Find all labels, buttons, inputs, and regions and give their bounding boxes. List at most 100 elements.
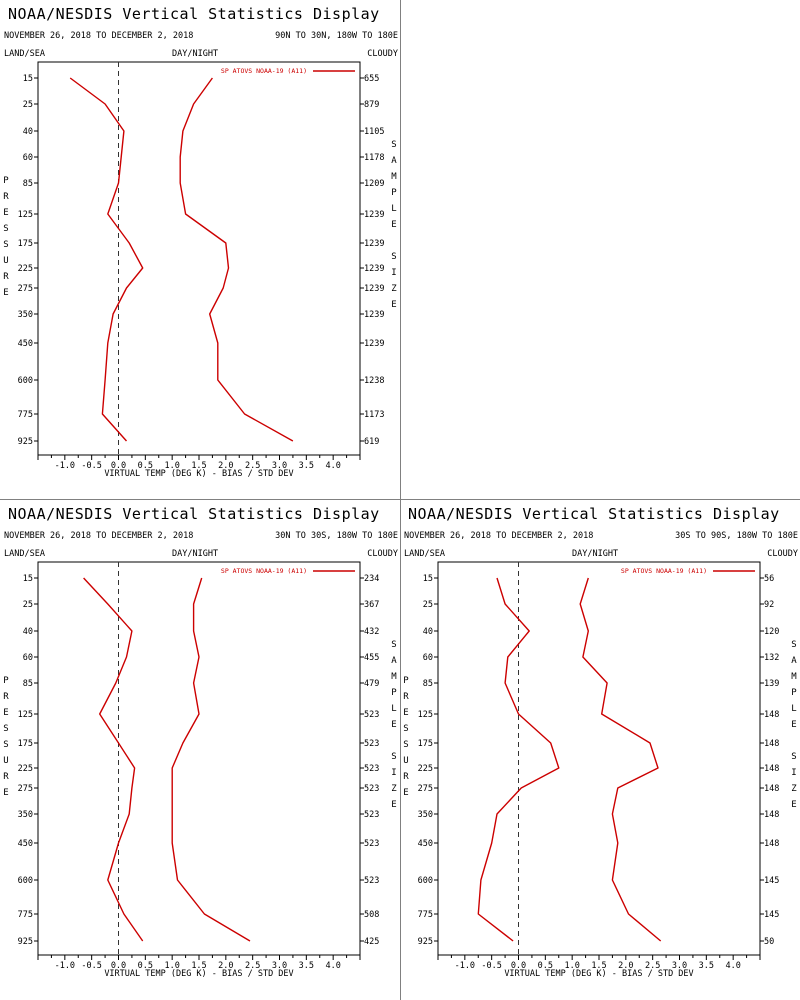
legend-label: SP ATOVS NOAA-19 (A11) (221, 567, 307, 575)
chart-title: NOAA/NESDIS Vertical Statistics Display (8, 505, 380, 523)
land-sea-label: LAND/SEA (4, 49, 45, 59)
x-tick-label: 2.5 (245, 461, 260, 471)
chart-title: NOAA/NESDIS Vertical Statistics Display (8, 5, 380, 23)
x-tick-label: 0.5 (138, 961, 153, 971)
x-tick-label: 4.0 (325, 961, 340, 971)
chart-plot: -1.0 -0.5 0.0 0.5 1.0 1.5 2.0 2.5 3.0 3.5 4.0 VIRTU… (418, 561, 779, 979)
x-tick-label: -0.5 (81, 961, 101, 971)
land-sea-label: LAND/SEA (4, 549, 45, 559)
sample-size-label: 1238 (364, 376, 384, 386)
pressure-level-label: 925 (18, 437, 33, 447)
sample-size-label: 455 (364, 653, 379, 663)
pressure-level-label: 225 (18, 764, 33, 774)
region-label: 90N TO 30N, 180W TO 180E (275, 31, 398, 41)
x-tick-label: -1.0 (55, 461, 75, 471)
sample-size-label: 1105 (364, 127, 384, 137)
sample-size-label: 148 (764, 764, 779, 774)
pressure-level-label: 125 (18, 210, 33, 220)
pressure-level-label: 125 (18, 710, 33, 720)
sample-size-label: 148 (764, 839, 779, 849)
sample-size-label: 508 (364, 910, 379, 920)
pressure-level-label: 175 (18, 739, 33, 749)
pressure-level-label: 15 (423, 574, 433, 584)
bias-series-line (477, 577, 560, 942)
sample-size-label: 132 (764, 653, 779, 663)
cloudy-label: CLOUDY (367, 549, 398, 559)
x-tick-label: 3.0 (272, 961, 287, 971)
legend-label: SP ATOVS NOAA-19 (A11) (221, 67, 307, 75)
pressure-level-label: 450 (418, 839, 433, 849)
pressure-level-label: 925 (418, 937, 433, 947)
date-range: NOVEMBER 26, 2018 TO DECEMBER 2, 2018 (404, 531, 594, 541)
sample-size-label: 432 (364, 627, 379, 637)
sample-size-label: 148 (764, 710, 779, 720)
sample-size-label: 148 (764, 739, 779, 749)
panel-divider-vertical (400, 0, 401, 1000)
sample-size-label: 1239 (364, 339, 384, 349)
bias-series-line (69, 77, 144, 442)
sample-size-label: 120 (764, 627, 779, 637)
x-tick-label: 0.0 (511, 961, 526, 971)
x-tick-label: 2.5 (245, 961, 260, 971)
sample-size-label: 523 (364, 710, 379, 720)
x-tick-label: 2.0 (218, 961, 233, 971)
pressure-level-label: 775 (18, 910, 33, 920)
pressure-level-label: 775 (18, 410, 33, 420)
x-tick-label: -1.0 (455, 961, 475, 971)
sample-size-label: 56 (764, 574, 774, 584)
sample-size-label: 655 (364, 74, 379, 84)
sample-size-label: 1239 (364, 310, 384, 320)
sample-size-label: 148 (764, 784, 779, 794)
date-range: NOVEMBER 26, 2018 TO DECEMBER 2, 2018 (4, 531, 194, 541)
x-tick-label: 3.0 (672, 961, 687, 971)
chart-title: NOAA/NESDIS Vertical Statistics Display (408, 505, 780, 523)
pressure-level-label: 175 (418, 739, 433, 749)
sample-size-label: 879 (364, 100, 379, 110)
pressure-level-label: 225 (418, 764, 433, 774)
sample-size-label: 234 (364, 574, 379, 584)
x-tick-label: -0.5 (81, 461, 101, 471)
std-dev-series-line (179, 77, 294, 442)
chart-plot: -1.0 -0.5 0.0 0.5 1.0 1.5 2.0 2.5 3.0 3.5 4.0 VIRTU… (18, 561, 379, 979)
chart-panel-tropics: NOAA/NESDIS Vertical Statistics Display … (0, 500, 400, 1000)
sample-size-label: 1209 (364, 179, 384, 189)
day-night-label: DAY/NIGHT (572, 549, 619, 559)
sample-size-label: 1239 (364, 264, 384, 274)
x-tick-label: 1.5 (591, 961, 606, 971)
cloudy-label: CLOUDY (367, 49, 398, 59)
x-axis-label: VIRTUAL TEMP (DEG K) - BIAS / STD DEV (104, 469, 293, 479)
sample-size-label: 523 (364, 810, 379, 820)
pressure-level-label: 85 (23, 179, 33, 189)
x-tick-label: 0.0 (111, 461, 126, 471)
pressure-level-label: 925 (18, 937, 33, 947)
pressure-level-label: 275 (18, 784, 33, 794)
pressure-level-label: 60 (23, 153, 33, 163)
pressure-level-label: 125 (418, 710, 433, 720)
sample-size-label: 1239 (364, 284, 384, 294)
pressure-level-label: 60 (423, 653, 433, 663)
pressure-level-label: 350 (18, 310, 33, 320)
x-axis-label: VIRTUAL TEMP (DEG K) - BIAS / STD DEV (104, 969, 293, 979)
pressure-level-label: 350 (418, 810, 433, 820)
sample-size-label: 523 (364, 839, 379, 849)
pressure-level-label: 60 (23, 653, 33, 663)
pressure-level-label: 40 (23, 627, 33, 637)
pressure-level-label: 85 (23, 679, 33, 689)
x-tick-label: 0.5 (138, 461, 153, 471)
x-tick-label: -1.0 (55, 961, 75, 971)
sample-size-label: 50 (764, 937, 774, 947)
x-tick-label: 1.5 (191, 461, 206, 471)
sample-size-label: 425 (364, 937, 379, 947)
day-night-label: DAY/NIGHT (172, 549, 219, 559)
pressure-level-label: 275 (418, 784, 433, 794)
pressure-level-label: 25 (23, 600, 33, 610)
x-axis-label: VIRTUAL TEMP (DEG K) - BIAS / STD DEV (504, 969, 693, 979)
pressure-level-label: 85 (423, 679, 433, 689)
region-label: 30S TO 90S, 180W TO 180E (675, 531, 798, 541)
sample-size-label: 145 (764, 876, 779, 886)
x-tick-label: 0.5 (538, 961, 553, 971)
pressure-level-label: 600 (18, 376, 33, 386)
